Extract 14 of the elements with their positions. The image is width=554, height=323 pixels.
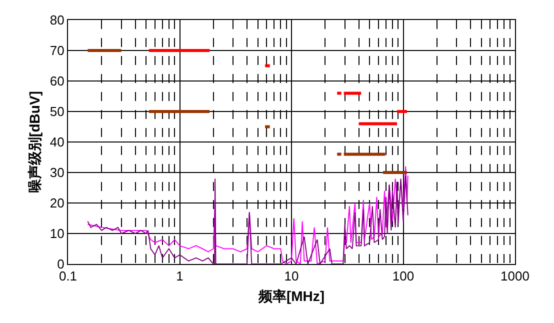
y-tick-label: 70 xyxy=(50,43,64,58)
x-axis-title: 频率[MHz] xyxy=(257,288,325,304)
y-tick-label: 10 xyxy=(50,226,64,242)
y-tick-label: 40 xyxy=(50,134,64,150)
y-tick-label: 80 xyxy=(50,12,64,28)
y-tick-label: 50 xyxy=(50,104,64,120)
y-tick-label: 30 xyxy=(50,165,64,180)
x-tick-label: 1 xyxy=(176,268,184,284)
y-tick-label: 20 xyxy=(50,196,64,211)
y-axis-title: 噪声级别[dBuV] xyxy=(26,91,43,193)
x-tick-label: 1000 xyxy=(500,268,530,284)
x-tick-label: 10 xyxy=(284,268,299,284)
x-tick-label: 100 xyxy=(392,268,414,284)
y-tick-label: 60 xyxy=(50,74,64,89)
